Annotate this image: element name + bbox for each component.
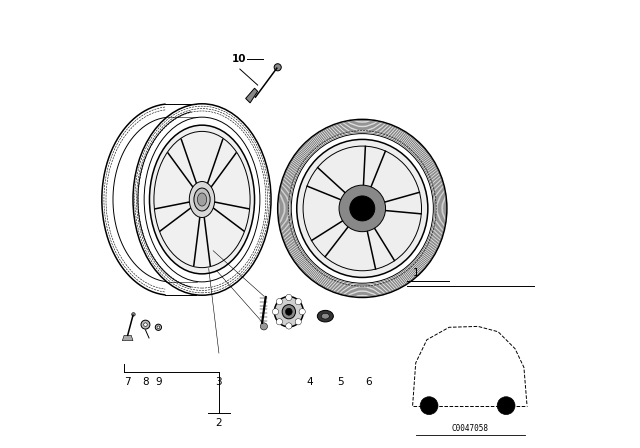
Circle shape <box>285 323 292 329</box>
Circle shape <box>350 196 375 221</box>
Text: 4: 4 <box>307 377 314 387</box>
Ellipse shape <box>275 297 303 327</box>
Circle shape <box>141 320 150 329</box>
Circle shape <box>299 309 305 315</box>
Circle shape <box>295 319 301 325</box>
Circle shape <box>276 319 282 325</box>
Circle shape <box>295 298 301 305</box>
Ellipse shape <box>317 310 333 322</box>
Ellipse shape <box>282 305 296 319</box>
Circle shape <box>273 309 278 315</box>
Circle shape <box>144 323 147 327</box>
Polygon shape <box>246 88 258 103</box>
Ellipse shape <box>321 313 330 319</box>
Ellipse shape <box>197 193 207 206</box>
Circle shape <box>260 323 268 330</box>
Ellipse shape <box>339 185 385 232</box>
Polygon shape <box>122 335 133 340</box>
Ellipse shape <box>344 189 381 228</box>
Ellipse shape <box>154 131 250 267</box>
Circle shape <box>497 397 515 414</box>
Ellipse shape <box>285 308 292 315</box>
Ellipse shape <box>150 125 255 274</box>
Text: 7: 7 <box>124 377 131 387</box>
Text: 6: 6 <box>365 377 372 387</box>
Text: 8: 8 <box>142 377 148 387</box>
Circle shape <box>156 324 161 331</box>
Text: 1: 1 <box>412 268 419 278</box>
Ellipse shape <box>297 139 428 277</box>
Text: 10: 10 <box>232 54 246 64</box>
Text: C0047058: C0047058 <box>451 424 488 433</box>
Text: 3: 3 <box>215 377 222 387</box>
Circle shape <box>274 64 281 71</box>
Circle shape <box>157 326 160 329</box>
Circle shape <box>285 294 292 301</box>
Ellipse shape <box>189 181 215 218</box>
Circle shape <box>132 313 135 316</box>
Text: 9: 9 <box>156 377 162 387</box>
Ellipse shape <box>194 188 210 211</box>
Text: 5: 5 <box>337 377 343 387</box>
Text: 2: 2 <box>215 418 222 428</box>
Circle shape <box>420 397 438 414</box>
Circle shape <box>276 298 282 305</box>
